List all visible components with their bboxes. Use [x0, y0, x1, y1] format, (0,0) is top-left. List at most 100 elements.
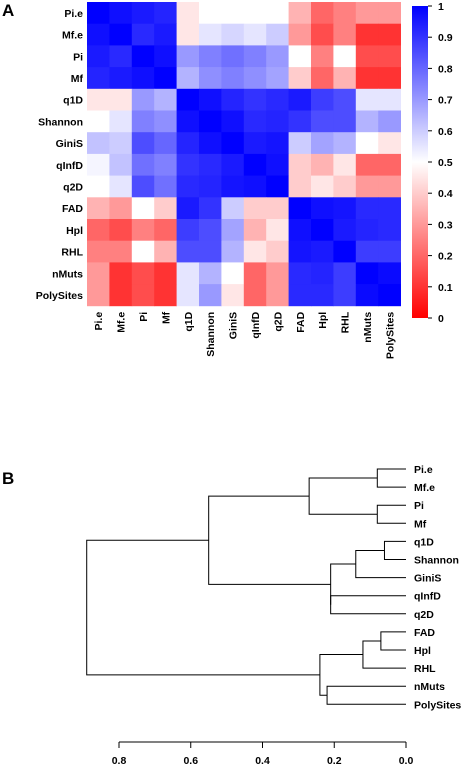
heatmap-cell	[288, 284, 312, 307]
heatmap-cell	[243, 132, 267, 155]
heatmap-col-label: Pi	[138, 312, 150, 322]
heatmap-cell	[87, 262, 110, 285]
heatmap-cell	[154, 240, 177, 263]
heatmap-cell	[131, 153, 155, 176]
heatmap-cell	[87, 2, 110, 25]
dendrogram-branch	[208, 495, 331, 585]
heatmap-cell	[154, 67, 177, 90]
heatmap-cell	[355, 45, 379, 68]
heatmap-cell	[288, 132, 312, 155]
heatmap-cell	[131, 175, 155, 198]
heatmap-cell	[154, 132, 177, 155]
heatmap-cell	[176, 110, 200, 133]
heatmap-cell	[87, 23, 110, 46]
heatmap-cell	[243, 240, 267, 263]
heatmap-cell	[154, 219, 177, 242]
heatmap-cell	[355, 175, 379, 198]
heatmap-cell	[109, 110, 133, 133]
heatmap-cell	[266, 2, 289, 25]
heatmap-cell	[109, 175, 133, 198]
heatmap-cell	[333, 132, 357, 155]
dendrogram-leaf-label: FAD	[414, 627, 435, 639]
colorbar-tick-label: 0.5	[438, 157, 453, 169]
heatmap-cell	[176, 45, 200, 68]
heatmap-cell	[378, 284, 401, 307]
heatmap-cell	[355, 262, 379, 285]
heatmap-cell	[87, 45, 110, 68]
heatmap-cell	[243, 45, 267, 68]
heatmap-row-label: Pi.e	[64, 8, 83, 20]
heatmap-cell	[131, 2, 155, 25]
heatmap-cell	[288, 197, 312, 220]
heatmap-cell	[355, 2, 379, 25]
heatmap-cell	[266, 67, 289, 90]
heatmap-cell	[333, 262, 357, 285]
dendrogram-branch	[376, 504, 406, 524]
heatmap-cell	[266, 110, 289, 133]
heatmap-row-label: qInfD	[56, 160, 83, 172]
heatmap-row-label: Mf.e	[62, 30, 83, 42]
heatmap-cell	[109, 88, 133, 111]
heatmap-cell	[131, 262, 155, 285]
dendrogram-leaf-label: GiniS	[414, 573, 441, 585]
heatmap-cell	[131, 197, 155, 220]
heatmap-cell	[199, 197, 222, 220]
heatmap-cell	[378, 23, 401, 46]
heatmap-cell	[131, 284, 155, 307]
heatmap-cell	[221, 2, 245, 25]
heatmap-cell	[311, 67, 334, 90]
heatmap-cell	[378, 45, 401, 68]
heatmap-cell	[288, 88, 312, 111]
heatmap-cell	[109, 153, 133, 176]
heatmap-cell	[333, 23, 357, 46]
colorbar-tick-label: 0.2	[438, 251, 453, 263]
heatmap-cell	[154, 262, 177, 285]
heatmap-cell	[154, 45, 177, 68]
heatmap-cell	[311, 23, 334, 46]
heatmap-cell	[311, 110, 334, 133]
heatmap-cell	[199, 284, 222, 307]
heatmap-row-label: Mf	[71, 73, 84, 85]
dendrogram-leaf-label: q1D	[414, 536, 434, 548]
heatmap-cell	[199, 88, 222, 111]
heatmap-col-label: GiniS	[228, 312, 240, 339]
heatmap-col-label: FAD	[295, 311, 307, 332]
dendrogram-branch	[383, 540, 406, 560]
dendrogram-branch	[376, 468, 406, 488]
heatmap-cell	[176, 23, 200, 46]
heatmap-cell	[109, 262, 133, 285]
heatmap-cell	[243, 175, 267, 198]
heatmap-cell	[176, 284, 200, 307]
dendrogram-branch	[308, 477, 378, 515]
heatmap-cell	[311, 175, 334, 198]
dendrogram-branch	[319, 654, 363, 696]
heatmap-cell	[87, 197, 110, 220]
heatmap-cell	[355, 219, 379, 242]
heatmap-cell	[333, 219, 357, 242]
heatmap-cell	[311, 88, 334, 111]
dendrogram-branch	[330, 563, 356, 605]
heatmap-cell	[154, 153, 177, 176]
heatmap-cell	[355, 197, 379, 220]
heatmap-cell	[266, 175, 289, 198]
dendrogram-leaf-label: PolySites	[414, 699, 461, 711]
heatmap-cell	[288, 2, 312, 25]
heatmap-cell	[243, 110, 267, 133]
panel-label-b: B	[2, 469, 14, 488]
heatmap-cell	[311, 132, 334, 155]
dendrogram: Pi.e Mf.e Pi Mf q1D Shannon GiniS qInfD q2D FAD Hp…	[86, 464, 461, 767]
heatmap-cell	[109, 240, 133, 263]
heatmap-cell	[378, 219, 401, 242]
heatmap-cell	[221, 45, 245, 68]
heatmap-cell	[109, 67, 133, 90]
heatmap-cell	[266, 197, 289, 220]
heatmap-cell	[378, 153, 401, 176]
heatmap-cell	[131, 88, 155, 111]
colorbar-tick-label: 0.9	[438, 32, 453, 44]
heatmap-cell	[378, 110, 401, 133]
heatmap-cell	[199, 2, 222, 25]
heatmap-cell	[378, 2, 401, 25]
heatmap-cell	[288, 240, 312, 263]
heatmap-cell	[333, 240, 357, 263]
heatmap-cell	[288, 153, 312, 176]
